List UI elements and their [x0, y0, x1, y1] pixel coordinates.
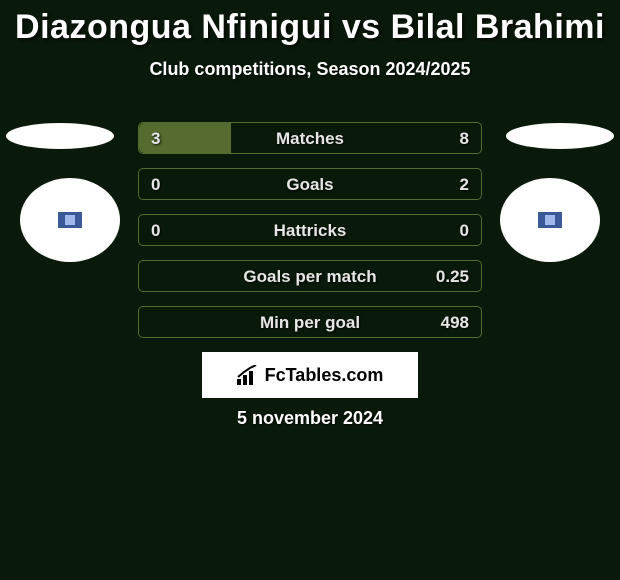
stat-right-value: 0	[460, 215, 469, 246]
date-label: 5 november 2024	[0, 408, 620, 429]
player-avatar-right	[500, 178, 600, 262]
logo-text: FcTables.com	[265, 365, 384, 386]
stat-row-goals: 0 Goals 2	[138, 168, 482, 200]
subtitle: Club competitions, Season 2024/2025	[0, 59, 620, 80]
logo-box: FcTables.com	[202, 352, 418, 398]
stat-label: Matches	[139, 123, 481, 154]
stat-right-value: 498	[441, 307, 469, 338]
avatar-shadow-left	[6, 123, 114, 149]
stat-row-hattricks: 0 Hattricks 0	[138, 214, 482, 246]
stat-row-matches: 3 Matches 8	[138, 122, 482, 154]
stats-container: 3 Matches 8 0 Goals 2 0 Hattricks 0 Goal…	[138, 122, 482, 352]
chart-icon	[237, 365, 259, 385]
stat-right-value: 0.25	[436, 261, 469, 292]
stat-right-value: 2	[460, 169, 469, 200]
stat-row-goals-per-match: Goals per match 0.25	[138, 260, 482, 292]
flag-icon-left	[58, 212, 82, 228]
stat-label: Min per goal	[139, 307, 481, 338]
stat-right-value: 8	[460, 123, 469, 154]
avatar-shadow-right	[506, 123, 614, 149]
stat-label: Goals per match	[139, 261, 481, 292]
stat-label: Hattricks	[139, 215, 481, 246]
page-title: Diazongua Nfinigui vs Bilal Brahimi	[0, 0, 620, 47]
stat-row-min-per-goal: Min per goal 498	[138, 306, 482, 338]
player-avatar-left	[20, 178, 120, 262]
stat-label: Goals	[139, 169, 481, 200]
flag-icon-right	[538, 212, 562, 228]
